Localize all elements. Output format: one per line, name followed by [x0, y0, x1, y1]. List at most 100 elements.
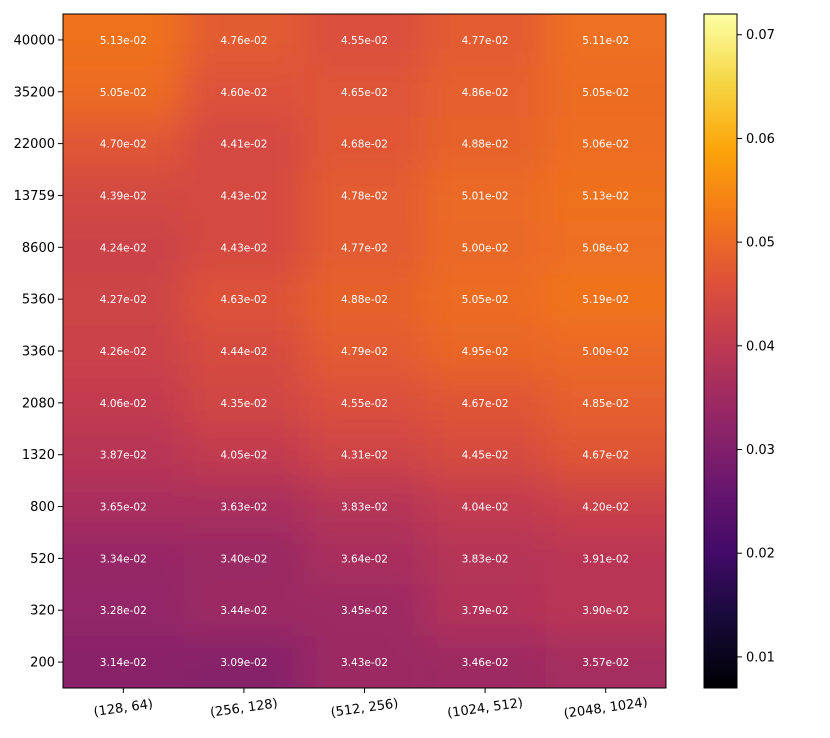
cell-value-label: 4.65e-02 [341, 87, 388, 99]
cell-value-label: 3.46e-02 [462, 657, 509, 669]
heatmap-cell [304, 65, 426, 119]
cell-value-label: 3.34e-02 [100, 553, 147, 565]
colorbar-gradient [703, 13, 738, 689]
heatmap-cell [183, 376, 306, 430]
heatmap-cell [545, 480, 666, 534]
heatmap-cell-padding [304, 14, 426, 15]
x-tick-label: (256, 128) [209, 696, 278, 720]
heatmap-cell [424, 376, 547, 430]
heatmap-cell [63, 636, 185, 688]
heatmap-cell [63, 376, 185, 430]
colorbar-tick-label: 0.05 [746, 236, 775, 251]
heatmap-cell [424, 65, 547, 119]
cell-value-label: 3.57e-02 [582, 657, 629, 669]
colorbar-tick-label: 0.07 [746, 28, 775, 43]
heatmap-cell [424, 273, 547, 327]
cell-value-label: 5.05e-02 [100, 87, 147, 99]
cell-value-label: 3.63e-02 [220, 502, 267, 514]
heatmap-cell [183, 584, 306, 638]
heatmap-cells [0, 0, 788, 738]
cell-value-label: 3.91e-02 [582, 553, 629, 565]
cell-value-label: 4.43e-02 [220, 190, 267, 202]
y-tick-label: 2080 [22, 396, 55, 411]
cell-value-label: 5.05e-02 [462, 294, 509, 306]
cell-value-label: 4.45e-02 [462, 450, 509, 462]
colorbar-tick-label: 0.02 [746, 547, 775, 562]
cell-value-label: 4.60e-02 [220, 87, 267, 99]
heatmap-cell [304, 376, 426, 430]
heatmap-cell [183, 273, 306, 327]
cell-value-label: 5.01e-02 [462, 190, 509, 202]
cell-value-label: 3.43e-02 [341, 657, 388, 669]
heatmap-cell-padding [0, 688, 64, 738]
heatmap-cell [424, 117, 547, 171]
heatmap-cell [545, 636, 666, 688]
x-tick-label: (1024, 512) [446, 696, 524, 721]
cell-value-label: 4.26e-02 [100, 346, 147, 358]
heatmap-cell [545, 428, 666, 482]
x-tick-label: (2048, 1024) [563, 695, 649, 722]
y-tick-label: 13759 [14, 189, 55, 204]
heatmap-cell-padding [183, 14, 306, 15]
heatmap-cell [63, 117, 185, 171]
cell-value-label: 3.09e-02 [220, 657, 267, 669]
cell-value-label: 3.44e-02 [220, 605, 267, 617]
x-axis: (128, 64) (256, 128) (512, 256) (1024, 512)… [93, 688, 649, 722]
heatmap-plot-area: 5.13e-02 4.76e-02 4.55e-02 4.77e-02 5.11e-02… [0, 0, 788, 738]
cell-value-label: 3.64e-02 [341, 553, 388, 565]
cell-value-label: 4.41e-02 [220, 139, 267, 151]
y-axis: 40000 35200 22000 13759 8600 5360 3360 2080 1320… [14, 33, 63, 671]
y-tick-label: 1320 [22, 448, 55, 463]
cell-value-label: 4.39e-02 [100, 190, 147, 202]
heatmap-cell [545, 325, 666, 378]
y-tick-label: 40000 [14, 33, 55, 48]
heatmap-cell [545, 273, 666, 327]
heatmap-cell [304, 117, 426, 171]
x-tick-label: (128, 64) [93, 697, 154, 720]
cell-value-label: 4.88e-02 [341, 294, 388, 306]
cell-value-label: 5.05e-02 [582, 87, 629, 99]
heatmap-cell [304, 14, 426, 67]
cell-value-label: 4.68e-02 [341, 139, 388, 151]
heatmap-cell [183, 636, 306, 688]
heatmap-cell [63, 14, 185, 67]
heatmap-cell [545, 532, 666, 586]
heatmap-cell [304, 273, 426, 327]
cell-value-label: 4.55e-02 [341, 398, 388, 410]
heatmap-cell [63, 428, 185, 482]
heatmap-cell [545, 117, 666, 171]
heatmap-cell [424, 169, 547, 223]
heatmap-cell-padding [666, 0, 788, 15]
cell-value-label: 5.13e-02 [100, 35, 147, 47]
cell-value-label: 5.19e-02 [582, 294, 629, 306]
cell-value-label: 4.55e-02 [341, 35, 388, 47]
x-tick-label: (512, 256) [330, 696, 399, 720]
heatmap-cell-padding [545, 14, 666, 15]
cell-value-label: 5.08e-02 [582, 242, 629, 254]
heatmap-cell [545, 584, 666, 638]
heatmap-cell [183, 14, 306, 67]
heatmap-cell [545, 376, 666, 430]
y-tick-label: 3360 [22, 345, 55, 360]
heatmap-cell [304, 480, 426, 534]
y-tick-label: 320 [30, 604, 55, 619]
cell-value-label: 3.79e-02 [462, 605, 509, 617]
heatmap-cell [424, 636, 547, 688]
y-tick-label: 200 [30, 656, 55, 671]
cell-value-label: 4.05e-02 [220, 450, 267, 462]
colorbar: 0.01 0.02 0.03 0.04 0.05 0.06 0.07 [703, 13, 775, 689]
cell-value-label: 5.00e-02 [582, 346, 629, 358]
heatmap-cell [63, 325, 185, 378]
heatmap-cell [424, 14, 547, 67]
heatmap-cell [304, 636, 426, 688]
heatmap-cell [424, 584, 547, 638]
y-tick-label: 35200 [14, 85, 55, 100]
heatmap-cell-padding [424, 14, 547, 15]
heatmap-cell [63, 480, 185, 534]
cell-value-label: 4.95e-02 [462, 346, 509, 358]
heatmap-cell [63, 584, 185, 638]
heatmap-cell [304, 584, 426, 638]
heatmap-cell [424, 325, 547, 378]
cell-value-label: 4.77e-02 [462, 35, 509, 47]
